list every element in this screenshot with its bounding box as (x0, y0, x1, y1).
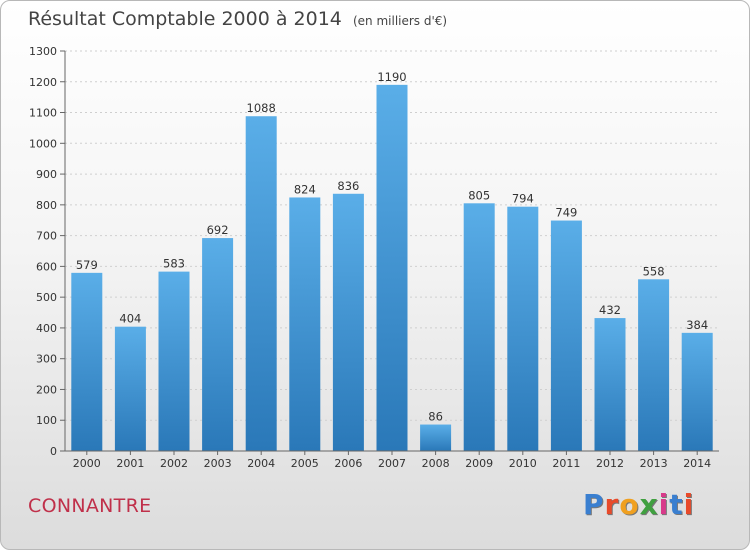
y-axis: 0 100 200 300 400 500 600 700 800 900 1000 1100 1200… (29, 45, 66, 458)
x-tick-label-2004: 2004 (247, 457, 275, 470)
data-label-2004: 1088 (247, 101, 276, 115)
bar-2008[interactable] (420, 424, 452, 451)
data-label-2009: 805 (468, 188, 490, 202)
bar-2010[interactable] (507, 206, 539, 451)
data-label-2002: 583 (163, 257, 185, 271)
data-label-2003: 692 (207, 223, 229, 237)
data-label-2001: 404 (119, 312, 141, 326)
data-label-2011: 749 (555, 206, 577, 220)
y-tick-label: 1300 (29, 45, 57, 58)
city-name: CONNANTRE (28, 495, 152, 517)
x-tick-label-2003: 2003 (204, 457, 232, 470)
x-tick-label-2007: 2007 (378, 457, 406, 470)
logo-letter: P (583, 488, 605, 521)
bar-2011[interactable] (550, 220, 582, 451)
x-tick-label-2012: 2012 (596, 457, 624, 470)
y-tick-label: 300 (36, 353, 57, 366)
data-label-2013: 558 (643, 264, 665, 278)
data-label-2014: 384 (686, 318, 708, 332)
x-tick-label-2010: 2010 (509, 457, 537, 470)
y-tick-label: 800 (36, 199, 57, 212)
y-tick-label: 400 (36, 322, 57, 335)
bar-2006[interactable] (332, 193, 364, 451)
logo-letter: o (619, 488, 640, 521)
bar-2014[interactable] (681, 332, 713, 451)
x-tick-label-2001: 2001 (116, 457, 144, 470)
x-tick-label-2000: 2000 (73, 457, 101, 470)
y-tick-label: 1200 (29, 76, 57, 89)
bar-2005[interactable] (289, 197, 321, 451)
x-tick-label-2014: 2014 (683, 457, 711, 470)
data-label-2012: 432 (599, 303, 621, 317)
bar-2002[interactable] (158, 271, 190, 451)
logo-letter: i (683, 488, 695, 521)
bar-2000[interactable] (71, 272, 103, 451)
data-label-2010: 794 (512, 192, 534, 206)
x-tick-label-2002: 2002 (160, 457, 188, 470)
bars: 579 404 583 692 1088 824 836 1190 86 805 794 749 432… (71, 70, 713, 451)
logo-letter: x (639, 488, 659, 521)
logo-letter: i (658, 488, 670, 521)
logo-letter: r (604, 488, 620, 521)
data-label-2006: 836 (337, 179, 359, 193)
x-tick-label-2013: 2013 (640, 457, 668, 470)
y-tick-label: 1100 (29, 107, 57, 120)
bar-2009[interactable] (463, 203, 495, 451)
bar-2007[interactable] (376, 84, 408, 451)
x-tick-label-2011: 2011 (552, 457, 580, 470)
y-tick-label: 900 (36, 168, 57, 181)
x-tick-label-2005: 2005 (291, 457, 319, 470)
bar-2003[interactable] (202, 238, 234, 451)
chart-title: Résultat Comptable 2000 à 2014 (28, 8, 342, 30)
x-tick-label-2008: 2008 (422, 457, 450, 470)
y-tick-label: 500 (36, 291, 57, 304)
y-tick-label: 1000 (29, 137, 57, 150)
x-tick-label-2006: 2006 (334, 457, 362, 470)
y-tick-label: 0 (50, 445, 57, 458)
data-label-2007: 1190 (377, 70, 406, 84)
x-tick-label-2009: 2009 (465, 457, 493, 470)
proxiti-logo[interactable]: Proxiti (583, 488, 694, 521)
bar-2012[interactable] (594, 318, 626, 451)
bar-2004[interactable] (245, 116, 277, 451)
chart-title-block: Résultat Comptable 2000 à 2014 (en milli… (28, 8, 447, 30)
data-label-2000: 579 (76, 258, 98, 272)
bar-2001[interactable] (114, 326, 146, 451)
y-tick-label: 600 (36, 260, 57, 273)
data-label-2008: 86 (428, 410, 443, 424)
chart-subtitle: (en milliers d'€) (352, 14, 448, 28)
y-tick-label: 100 (36, 414, 57, 427)
y-tick-label: 200 (36, 383, 57, 396)
data-label-2005: 824 (294, 182, 316, 196)
x-axis: 2000 2001 2002 2003 2004 2005 2006 2007 2008 2009… (65, 450, 719, 470)
y-tick-label: 700 (36, 230, 57, 243)
logo-letter: t (669, 488, 684, 521)
bar-2013[interactable] (638, 279, 670, 451)
